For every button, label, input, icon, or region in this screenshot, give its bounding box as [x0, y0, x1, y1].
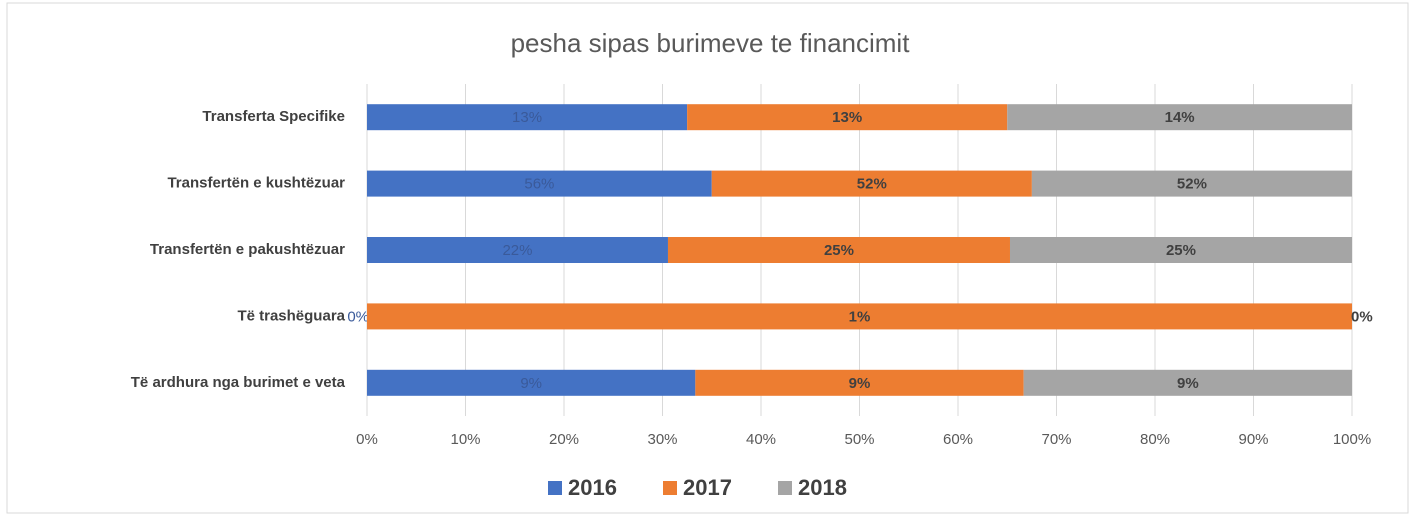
bar-segment — [367, 104, 688, 131]
legend-label: 2018 — [798, 475, 847, 500]
x-tick-label: 70% — [1041, 431, 1071, 448]
x-tick-label: 100% — [1333, 431, 1371, 448]
data-label: 9% — [1177, 375, 1199, 392]
x-tick-label: 80% — [1140, 431, 1170, 448]
bar-segment — [695, 369, 1024, 396]
data-label: 13% — [832, 109, 862, 126]
category-label: Të ardhura nga burimet e veta — [131, 374, 346, 391]
data-label: 25% — [1166, 242, 1196, 259]
category-label: Transfertën e kushtëzuar — [167, 175, 345, 192]
x-tick-label: 20% — [549, 431, 579, 448]
x-tick-label: 10% — [450, 431, 480, 448]
x-tick-label: 30% — [647, 431, 677, 448]
data-label: 22% — [502, 242, 532, 259]
data-label: 0% — [1351, 308, 1373, 325]
x-tick-label: 90% — [1238, 431, 1268, 448]
data-label: 9% — [849, 375, 871, 392]
x-tick-label: 50% — [844, 431, 874, 448]
data-label: 1% — [849, 308, 871, 325]
data-label: 9% — [520, 375, 542, 392]
x-tick-label: 60% — [943, 431, 973, 448]
category-label: Transfertën e pakushtëzuar — [150, 241, 345, 258]
bar-segment — [367, 170, 712, 197]
x-tick-label: 0% — [356, 431, 378, 448]
category-label: Transferta Specifike — [202, 108, 345, 125]
legend-swatch — [663, 481, 677, 495]
legend-swatch — [778, 481, 792, 495]
bar-segment — [687, 104, 1008, 131]
bar-segment — [1009, 237, 1352, 263]
data-label: 14% — [1165, 109, 1195, 126]
bar-segment — [1031, 170, 1352, 197]
legend-swatch — [548, 481, 562, 495]
data-label: 13% — [512, 109, 542, 126]
x-tick-label: 40% — [746, 431, 776, 448]
bar-segment — [1007, 104, 1352, 131]
bar-segment — [667, 237, 1010, 263]
bar-segment — [711, 170, 1032, 197]
bar-segment — [367, 237, 668, 263]
legend-label: 2017 — [683, 475, 732, 500]
legend-label: 2016 — [568, 475, 617, 500]
data-label: 25% — [824, 242, 854, 259]
bar-segment — [367, 369, 696, 396]
data-label: 52% — [1177, 176, 1207, 193]
data-label: 56% — [524, 176, 554, 193]
chart-title: pesha sipas burimeve te financimit — [511, 28, 911, 58]
data-label: 0% — [347, 308, 369, 325]
bar-segment — [367, 303, 1352, 330]
data-label: 52% — [857, 176, 887, 193]
bar-segment — [1023, 369, 1352, 396]
category-label: Të trashëguara — [237, 307, 345, 324]
